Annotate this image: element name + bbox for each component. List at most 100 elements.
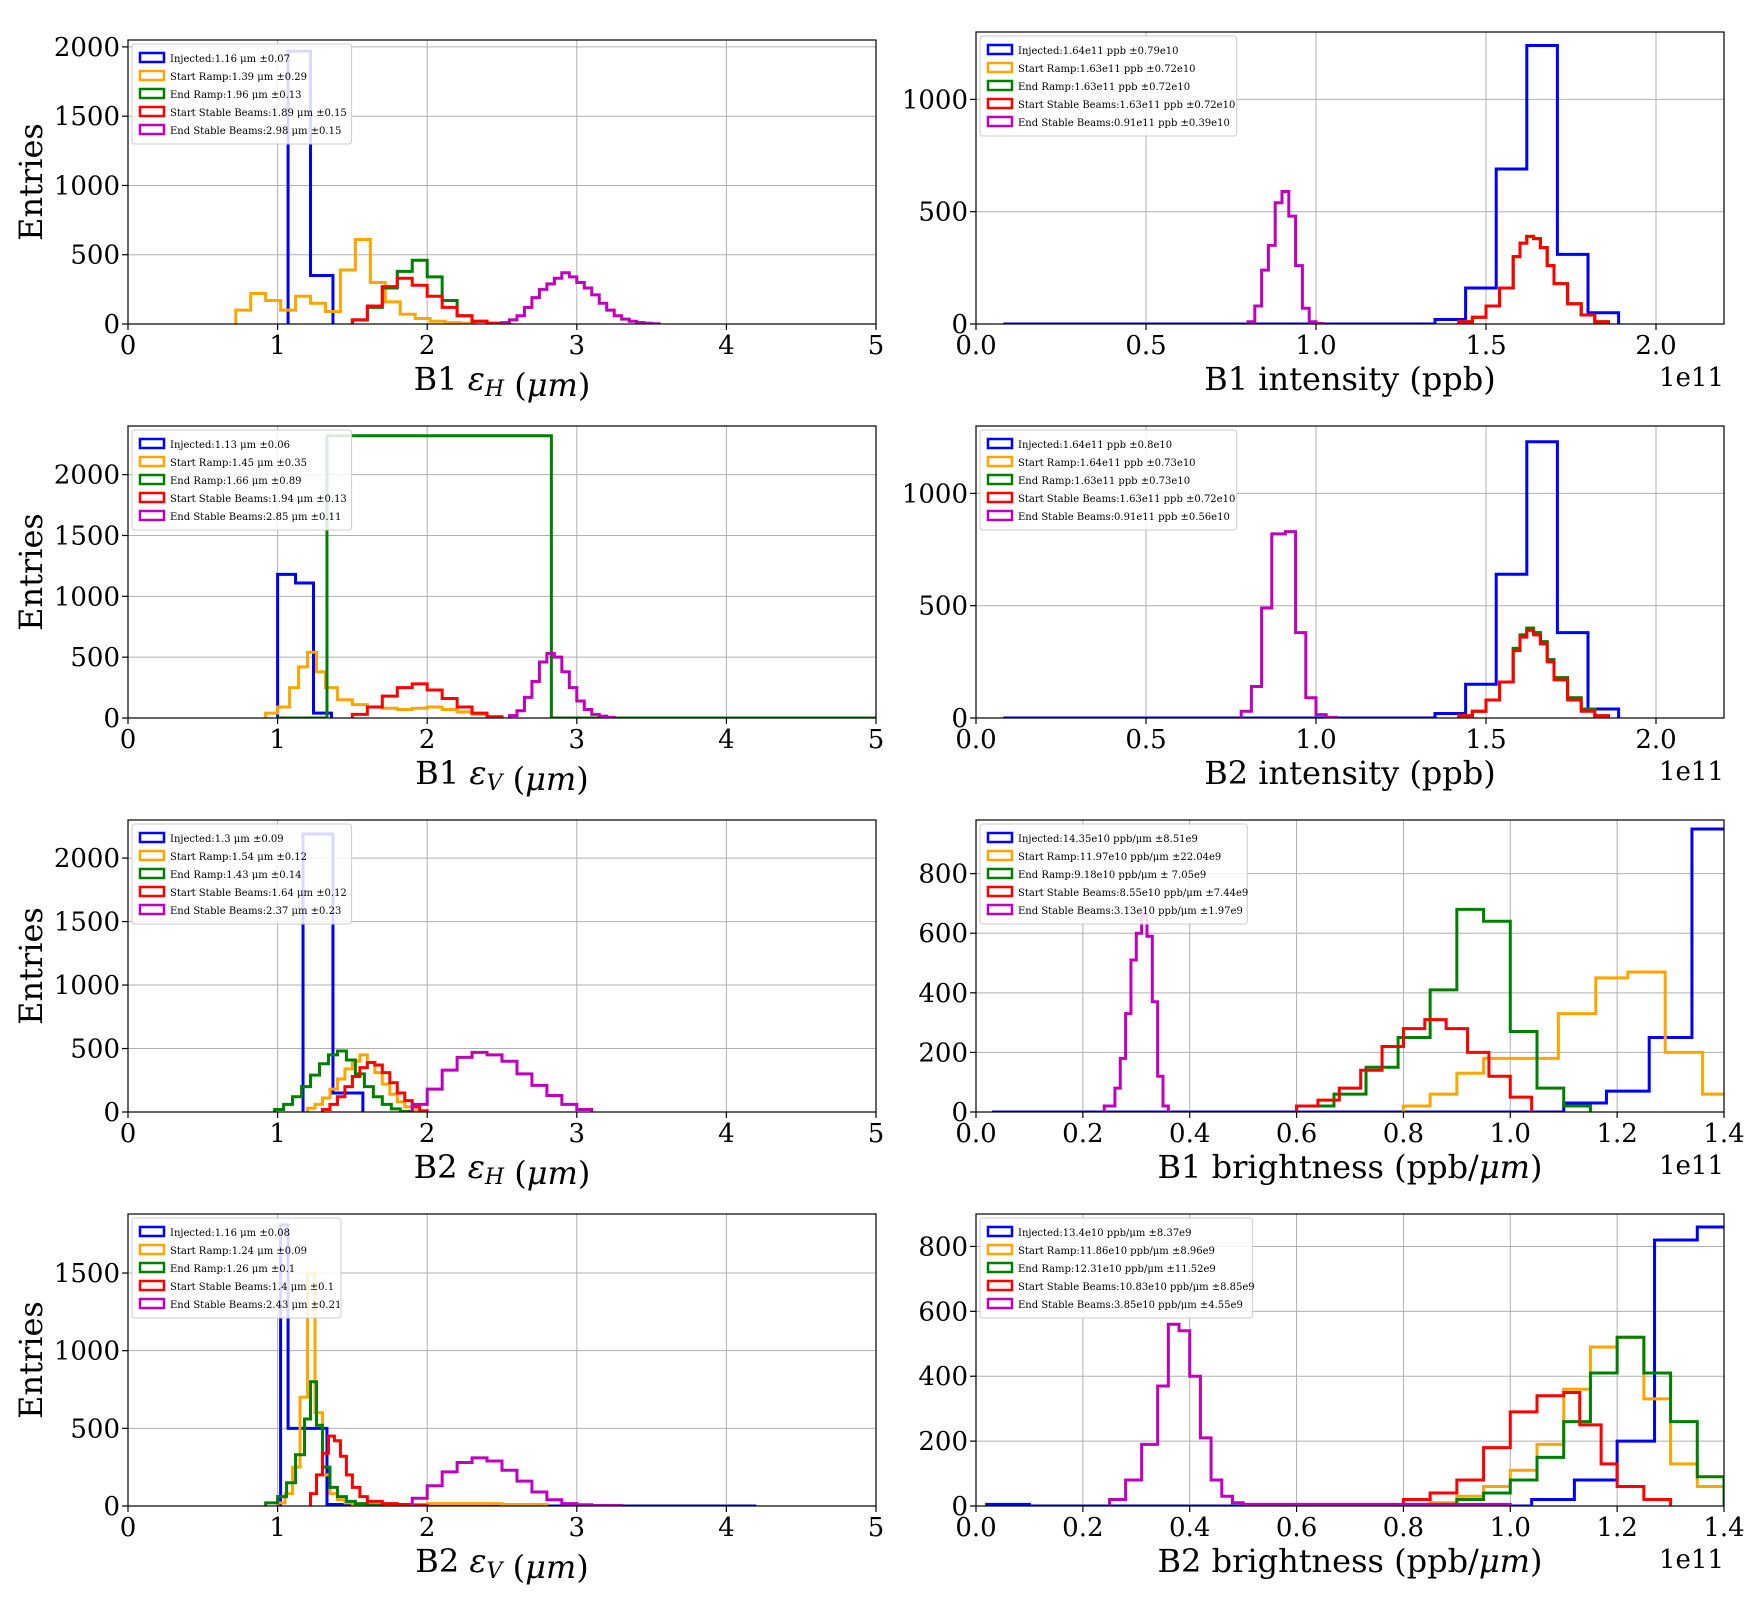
series-end-ramp <box>1295 907 1592 1112</box>
y-tick-label: 0 <box>951 1098 968 1128</box>
legend-swatch <box>986 1261 1014 1274</box>
series-injected <box>1003 440 1621 718</box>
legend-entry: Start Stable Beams:8.55e10 ppb/μm ±7.44e… <box>1018 888 1248 899</box>
x-tick-label: 0.8 <box>1383 1513 1424 1543</box>
series-end-stable-beams <box>507 652 616 718</box>
x-tick-label: 1.0 <box>1490 1513 1531 1543</box>
legend-entry: End Stable Beams:0.91e11 ppb ±0.56e10 <box>1018 512 1230 523</box>
y-tick-label: 200 <box>918 1038 968 1068</box>
y-axis-label: Entries <box>12 513 50 631</box>
legend: Injected:1.13 μm ±0.06 Start Ramp:1.45 μm… <box>131 429 353 531</box>
axes-frame <box>127 1213 877 1507</box>
legend-entry: Injected:13.4e10 ppb/μm ±8.37e9 <box>1018 1228 1191 1239</box>
legend-swatch <box>986 1243 1014 1256</box>
series-start-ramp <box>1457 626 1610 718</box>
y-tick-label: 1500 <box>54 1259 120 1289</box>
legend-swatch <box>138 885 166 898</box>
legend-swatch <box>986 1297 1014 1310</box>
series-group <box>992 827 1724 1112</box>
legend-swatch <box>138 437 166 450</box>
legend-entry: Start Ramp:1.63e11 ppb ±0.72e10 <box>1018 64 1196 75</box>
legend-swatch <box>138 1225 166 1238</box>
series-group <box>273 832 594 1112</box>
series-start-stable-beams <box>1457 234 1610 324</box>
histogram-panel-5: 0 1 2 3 4 5 0 500 1000 1500 2000 B2 εH (μm) Entries I… <box>12 819 885 1192</box>
legend-entry: Start Stable Beams:1.4 μm ±0.1 <box>170 1282 334 1293</box>
x-tick-label: 3 <box>569 331 586 361</box>
series-group <box>1003 440 1621 718</box>
legend-swatch <box>138 491 166 504</box>
x-tick-label: 0 <box>120 725 137 755</box>
legend-entry: End Stable Beams:2.85 μm ±0.11 <box>170 512 341 523</box>
histogram-panel-8: 0.0 0.2 0.4 0.6 0.8 1.0 1.2 1.4 0 200 400 600 800 B2 … <box>918 1213 1745 1580</box>
x-axis-label: B1 εH (μm) <box>414 360 591 404</box>
legend-entry: End Ramp:1.66 μm ±0.89 <box>170 476 302 487</box>
legend-entry: Start Ramp:1.39 μm ±0.29 <box>170 72 307 83</box>
histogram-panel-7: 0 1 2 3 4 5 0 500 1000 1500 B2 εV (μm) Entries Injec… <box>12 1213 884 1586</box>
x-tick-label: 1 <box>269 1119 286 1149</box>
x-tick-label: 2.0 <box>1635 331 1676 361</box>
legend-swatch <box>986 831 1014 844</box>
y-tick-label: 500 <box>70 1035 120 1065</box>
legend: Injected:1.16 μm ±0.08 Start Ramp:1.24 μm… <box>131 1217 342 1319</box>
legend-swatch <box>986 885 1014 898</box>
y-tick-label: 0 <box>103 1492 120 1522</box>
legend-swatch <box>986 1225 1014 1238</box>
series-start-ramp <box>1401 970 1724 1112</box>
x-tick-label: 2.0 <box>1635 725 1676 755</box>
legend-swatch <box>986 473 1014 486</box>
y-tick-label: 600 <box>918 919 968 949</box>
series-end-stable-beams <box>1108 1322 1512 1506</box>
legend-entry: End Stable Beams:0.91e11 ppb ±0.39e10 <box>1018 118 1230 129</box>
series-injected <box>1003 43 1621 324</box>
y-tick-label: 1000 <box>902 85 968 115</box>
legend: Injected:1.3 μm ±0.09 Start Ramp:1.54 μm … <box>131 823 353 925</box>
legend-entry: Injected:1.16 μm ±0.08 <box>170 1228 290 1239</box>
x-tick-label: 1.0 <box>1295 331 1336 361</box>
legend-entry: Injected:1.13 μm ±0.06 <box>170 440 290 451</box>
series-start-stable-beams <box>309 1434 429 1506</box>
histogram-panel-6: 0.0 0.2 0.4 0.6 0.8 1.0 1.2 1.4 0 200 400 600 800 B1 … <box>918 819 1745 1186</box>
legend-entry: End Stable Beams:3.85e10 ppb/μm ±4.55e9 <box>1018 1300 1243 1311</box>
legend-entry: End Ramp:1.26 μm ±0.1 <box>170 1264 295 1275</box>
x-tick-label: 1 <box>269 725 286 755</box>
legend-swatch <box>138 1261 166 1274</box>
legend-entry: Start Ramp:1.45 μm ±0.35 <box>170 458 307 469</box>
axes-frame <box>975 31 1725 325</box>
x-tick-label: 5 <box>868 331 885 361</box>
series-end-stable-beams <box>500 271 661 324</box>
x-tick-label: 5 <box>868 1119 885 1149</box>
x-tick-label: 0.6 <box>1276 1513 1317 1543</box>
series-end-stable-beams <box>1239 530 1338 718</box>
x-tick-label: 0.5 <box>1125 725 1166 755</box>
legend-entry: Start Ramp:1.24 μm ±0.09 <box>170 1246 307 1257</box>
legend-swatch <box>986 455 1014 468</box>
series-start-ramp <box>234 237 477 324</box>
legend-swatch <box>986 115 1014 128</box>
legend-swatch <box>986 867 1014 880</box>
histogram-panel-1: 0 1 2 3 4 5 0 500 1000 1500 2000 B1 εH (μm) Entries I… <box>12 33 884 404</box>
x-tick-label: 1.2 <box>1596 1513 1637 1543</box>
series-start-stable-beams <box>1457 628 1610 718</box>
legend-box <box>979 429 1238 531</box>
series-group <box>264 434 876 718</box>
legend-swatch <box>138 903 166 916</box>
x-tick-label: 0.2 <box>1062 1513 1103 1543</box>
legend-entry: Start Stable Beams:10.83e10 ppb/μm ±8.85… <box>1018 1282 1255 1293</box>
series-start-ramp <box>264 650 489 718</box>
x-tick-label: 2 <box>419 725 436 755</box>
x-tick-label: 0.4 <box>1169 1119 1210 1149</box>
x-tick-label: 3 <box>569 725 586 755</box>
legend-swatch <box>138 51 166 64</box>
y-tick-label: 0 <box>951 310 968 340</box>
x-tick-label: 0.8 <box>1383 1119 1424 1149</box>
series-end-ramp <box>1455 1335 1724 1506</box>
legend-swatch <box>138 831 166 844</box>
legend: Injected:14.35e10 ppb/μm ±8.51e9 Start Ra… <box>979 823 1248 925</box>
y-tick-label: 500 <box>918 198 968 228</box>
legend-entry: Start Stable Beams:1.63e11 ppb ±0.72e10 <box>1018 494 1235 505</box>
legend-box <box>979 35 1238 137</box>
legend-entry: End Ramp:12.31e10 ppb/μm ±11.52e9 <box>1018 1264 1216 1275</box>
histogram-panel-3: 0 1 2 3 4 5 0 500 1000 1500 2000 B1 εV (μm) Entries I… <box>12 425 884 798</box>
